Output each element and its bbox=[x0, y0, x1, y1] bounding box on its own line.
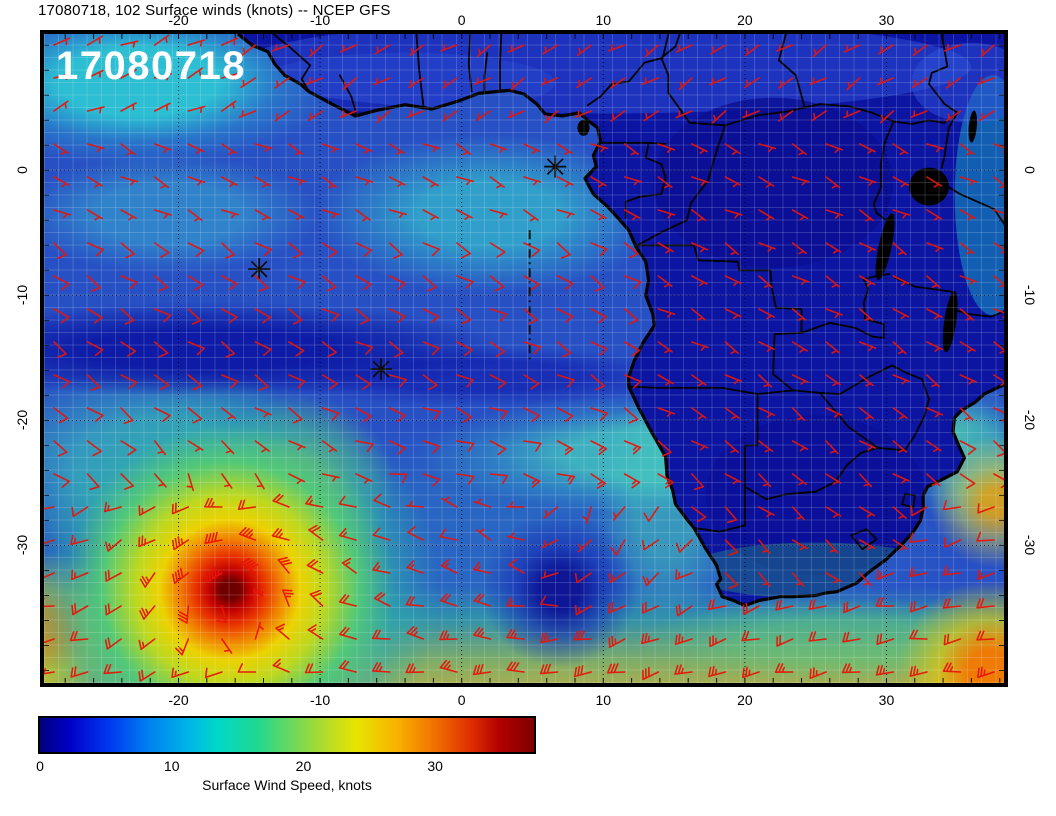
colorbar bbox=[38, 716, 536, 754]
asterisk-marker bbox=[370, 358, 392, 381]
lat-tick-label-left: -10 bbox=[14, 285, 30, 306]
lon-tick-label-bottom: -20 bbox=[168, 692, 189, 708]
lon-tick-label-top: 10 bbox=[595, 12, 612, 28]
colorbar-tick-label: 0 bbox=[36, 758, 44, 774]
lon-tick-label-bottom: 30 bbox=[878, 692, 895, 708]
lon-tick-label-bottom: -10 bbox=[309, 692, 331, 708]
lat-tick-label-left: 0 bbox=[14, 166, 30, 175]
coastline bbox=[236, 34, 1004, 608]
asterisk-marker bbox=[248, 258, 271, 281]
lat-tick-label-right: -10 bbox=[1022, 285, 1038, 306]
lon-tick-label-top: 30 bbox=[878, 12, 895, 28]
colorbar-tick-label: 10 bbox=[163, 758, 180, 774]
lon-tick-label-bottom: 20 bbox=[737, 692, 753, 708]
lat-tick-label-left: -20 bbox=[14, 410, 30, 431]
date-overlay-label: 17080718 bbox=[56, 44, 246, 88]
wind-barbs bbox=[44, 34, 1004, 682]
lon-tick-label-bottom: 10 bbox=[595, 692, 612, 708]
lon-tick-label-top: 20 bbox=[737, 12, 753, 28]
bioko-island bbox=[577, 119, 590, 136]
wind-barbs-layer bbox=[44, 34, 1004, 682]
lon-tick-label-bottom: 0 bbox=[457, 692, 466, 708]
lat-tick-label-right: -20 bbox=[1022, 410, 1038, 431]
lakes bbox=[875, 110, 978, 353]
lat-tick-label-right: 0 bbox=[1022, 166, 1038, 175]
lat-tick-label-right: -30 bbox=[1022, 535, 1038, 556]
colorbar-label: Surface Wind Speed, knots bbox=[202, 777, 372, 793]
frame-minor-ticks bbox=[44, 34, 1004, 683]
asterisk-marker bbox=[544, 155, 567, 178]
land-shading bbox=[238, 34, 1004, 599]
lon-tick-label-top: 0 bbox=[457, 12, 466, 28]
lon-tick-label-top: -20 bbox=[168, 12, 189, 28]
figure-title: 17080718, 102 Surface winds (knots) -- N… bbox=[38, 2, 391, 19]
colorbar-tick-label: 20 bbox=[295, 758, 312, 774]
stipple-texture bbox=[44, 34, 1004, 683]
grid-lines bbox=[44, 34, 1004, 683]
lat-tick-label-left: -30 bbox=[14, 535, 30, 556]
geography-layer bbox=[44, 34, 1004, 683]
map-plot: 17080718 bbox=[40, 30, 1008, 687]
island-markers bbox=[248, 155, 567, 381]
lon-tick-label-top: -10 bbox=[309, 12, 331, 28]
colorbar-tick-label: 30 bbox=[427, 758, 443, 774]
